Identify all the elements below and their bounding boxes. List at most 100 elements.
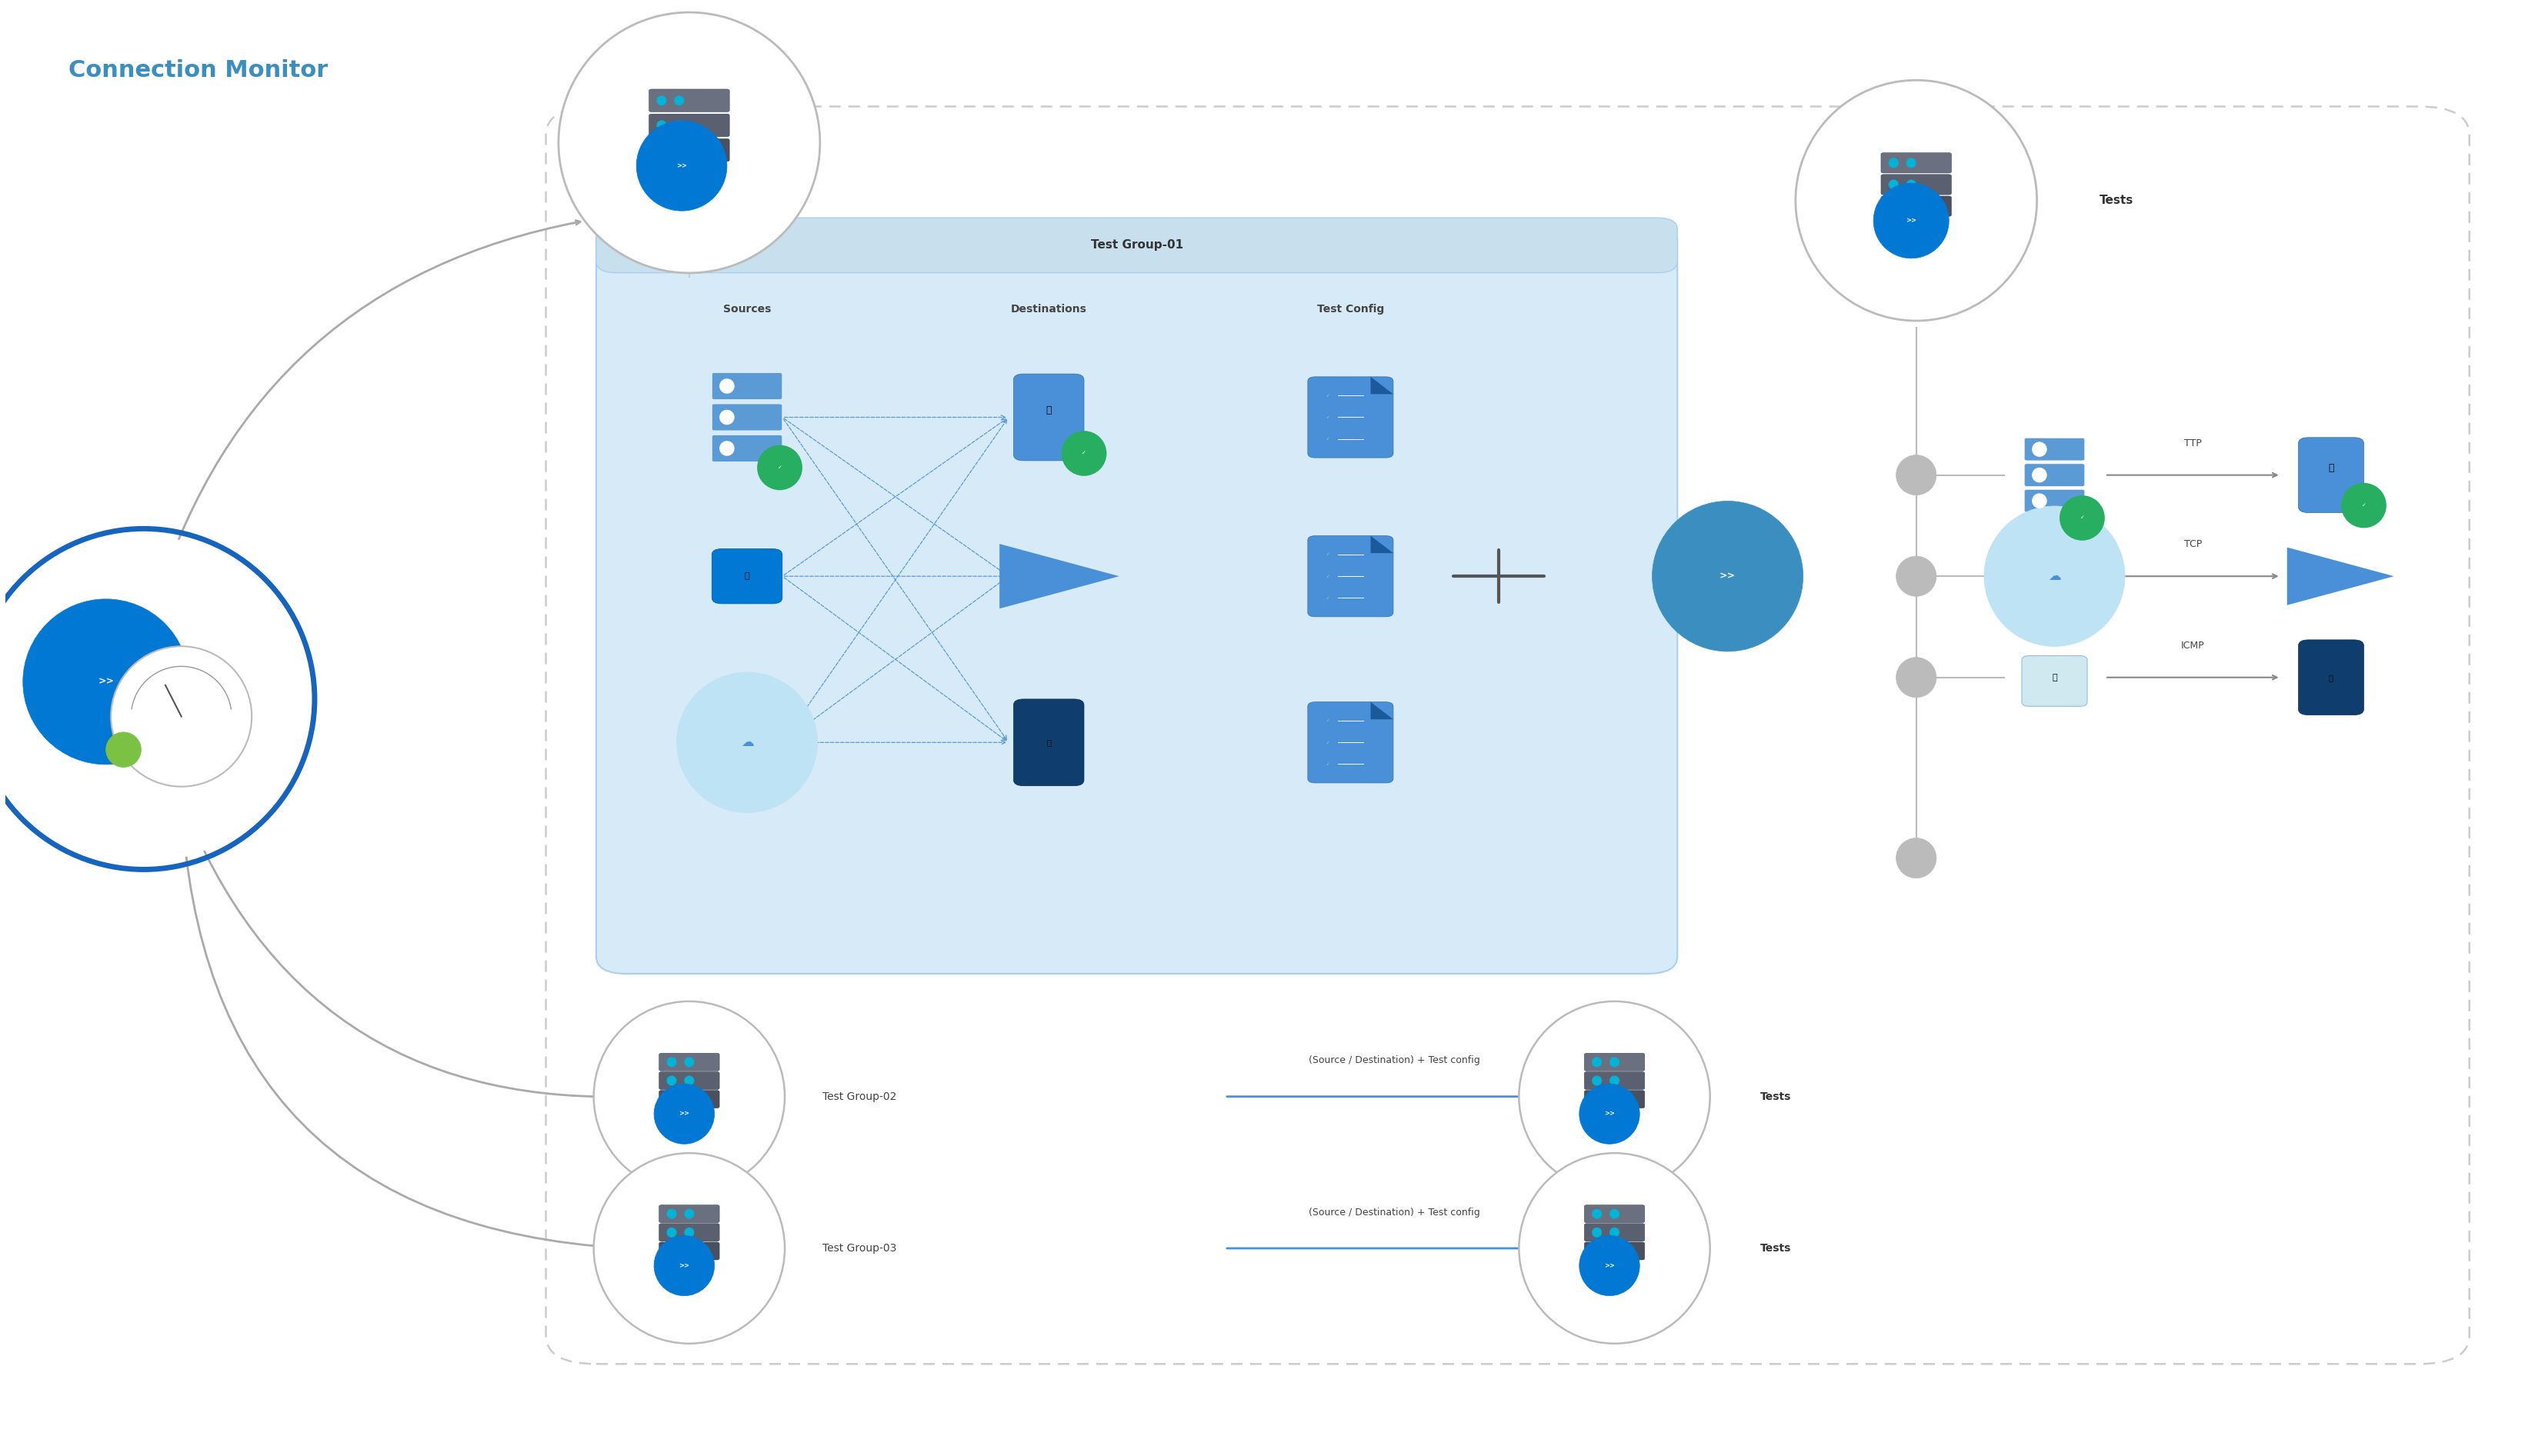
Text: ✓: ✓ bbox=[1326, 596, 1331, 600]
FancyBboxPatch shape bbox=[1013, 374, 1083, 460]
Text: >>: >> bbox=[98, 677, 114, 687]
Text: 🚪: 🚪 bbox=[2328, 674, 2333, 681]
Ellipse shape bbox=[667, 1095, 677, 1104]
Ellipse shape bbox=[677, 673, 818, 812]
Text: Sources: Sources bbox=[722, 303, 770, 314]
Ellipse shape bbox=[1889, 201, 1899, 211]
Ellipse shape bbox=[2033, 441, 2048, 457]
Ellipse shape bbox=[1896, 839, 1937, 878]
Text: ✓: ✓ bbox=[1081, 451, 1086, 456]
Ellipse shape bbox=[667, 1208, 677, 1219]
FancyBboxPatch shape bbox=[712, 549, 783, 604]
FancyBboxPatch shape bbox=[2025, 463, 2086, 486]
FancyBboxPatch shape bbox=[2025, 438, 2086, 460]
Ellipse shape bbox=[1889, 157, 1899, 167]
Ellipse shape bbox=[1591, 1208, 1601, 1219]
Ellipse shape bbox=[674, 96, 684, 105]
Ellipse shape bbox=[684, 1246, 694, 1257]
Ellipse shape bbox=[2341, 483, 2386, 529]
Ellipse shape bbox=[720, 409, 735, 425]
FancyBboxPatch shape bbox=[596, 218, 1677, 272]
Ellipse shape bbox=[657, 121, 667, 131]
Ellipse shape bbox=[1591, 1095, 1601, 1104]
FancyBboxPatch shape bbox=[712, 373, 783, 399]
Text: TTP: TTP bbox=[2184, 438, 2202, 448]
Text: ✓: ✓ bbox=[1326, 741, 1331, 744]
Ellipse shape bbox=[1608, 1227, 1619, 1238]
Ellipse shape bbox=[1889, 179, 1899, 189]
Ellipse shape bbox=[1520, 1002, 1709, 1192]
Ellipse shape bbox=[1591, 1076, 1601, 1086]
Ellipse shape bbox=[684, 1208, 694, 1219]
Ellipse shape bbox=[684, 1076, 694, 1086]
Text: ✓: ✓ bbox=[2361, 504, 2366, 508]
Text: Tests: Tests bbox=[1760, 1091, 1790, 1102]
Text: >>: >> bbox=[1603, 1111, 1616, 1117]
Ellipse shape bbox=[1874, 183, 1949, 258]
FancyBboxPatch shape bbox=[1308, 377, 1394, 457]
FancyBboxPatch shape bbox=[2298, 437, 2363, 513]
FancyBboxPatch shape bbox=[2025, 489, 2086, 513]
Text: >>: >> bbox=[1906, 217, 1916, 224]
Text: (Source / Destination) + Test config: (Source / Destination) + Test config bbox=[1308, 1056, 1480, 1066]
Ellipse shape bbox=[2060, 495, 2106, 540]
FancyBboxPatch shape bbox=[1308, 702, 1394, 783]
Text: >>: >> bbox=[677, 162, 687, 169]
Ellipse shape bbox=[1591, 1246, 1601, 1257]
Text: >>: >> bbox=[1603, 1262, 1616, 1270]
Ellipse shape bbox=[657, 96, 667, 105]
Ellipse shape bbox=[1896, 456, 1937, 495]
Ellipse shape bbox=[667, 1246, 677, 1257]
Ellipse shape bbox=[1578, 1236, 1639, 1296]
Ellipse shape bbox=[111, 646, 253, 786]
Text: Test Group-01: Test Group-01 bbox=[1091, 239, 1184, 250]
Ellipse shape bbox=[558, 12, 821, 272]
Text: ☁: ☁ bbox=[740, 735, 752, 750]
Ellipse shape bbox=[2033, 494, 2048, 508]
Ellipse shape bbox=[1795, 80, 2038, 320]
Ellipse shape bbox=[1608, 1246, 1619, 1257]
Text: Test Config: Test Config bbox=[1318, 303, 1384, 314]
Text: ICMP: ICMP bbox=[2182, 641, 2204, 651]
Ellipse shape bbox=[1608, 1208, 1619, 1219]
FancyBboxPatch shape bbox=[659, 1242, 720, 1259]
FancyBboxPatch shape bbox=[1013, 699, 1083, 786]
Ellipse shape bbox=[1060, 431, 1106, 476]
FancyBboxPatch shape bbox=[1308, 536, 1394, 617]
Text: ✓: ✓ bbox=[1326, 553, 1331, 556]
Ellipse shape bbox=[1608, 1057, 1619, 1067]
FancyBboxPatch shape bbox=[1881, 153, 1952, 173]
Text: >>: >> bbox=[679, 1111, 689, 1117]
Polygon shape bbox=[1371, 702, 1394, 719]
Ellipse shape bbox=[667, 1057, 677, 1067]
FancyBboxPatch shape bbox=[2298, 639, 2363, 715]
Ellipse shape bbox=[654, 1083, 715, 1144]
Text: ✓: ✓ bbox=[1326, 393, 1331, 397]
FancyBboxPatch shape bbox=[659, 1223, 720, 1242]
Text: ✓: ✓ bbox=[1326, 415, 1331, 419]
Ellipse shape bbox=[1906, 201, 1916, 211]
Text: >>: >> bbox=[1720, 571, 1735, 581]
Ellipse shape bbox=[1608, 1095, 1619, 1104]
FancyBboxPatch shape bbox=[1583, 1206, 1644, 1223]
Ellipse shape bbox=[684, 1095, 694, 1104]
Ellipse shape bbox=[1896, 657, 1937, 697]
FancyBboxPatch shape bbox=[659, 1072, 720, 1089]
Text: ☁: ☁ bbox=[2048, 569, 2060, 584]
FancyBboxPatch shape bbox=[1583, 1091, 1644, 1108]
Text: Tests: Tests bbox=[1760, 1243, 1790, 1254]
Text: 🌐: 🌐 bbox=[1045, 405, 1053, 415]
FancyBboxPatch shape bbox=[659, 1091, 720, 1108]
Ellipse shape bbox=[684, 1227, 694, 1238]
Text: ✓: ✓ bbox=[1326, 761, 1331, 766]
Ellipse shape bbox=[23, 598, 189, 764]
Text: 🚪: 🚪 bbox=[1045, 738, 1050, 747]
FancyBboxPatch shape bbox=[1583, 1242, 1644, 1259]
Ellipse shape bbox=[1896, 556, 1937, 597]
Text: Test Group-02: Test Group-02 bbox=[823, 1091, 896, 1102]
FancyBboxPatch shape bbox=[712, 435, 783, 462]
Text: Destinations: Destinations bbox=[1010, 303, 1086, 314]
Ellipse shape bbox=[657, 146, 667, 156]
FancyBboxPatch shape bbox=[649, 114, 730, 137]
Text: ✓: ✓ bbox=[1326, 574, 1331, 578]
